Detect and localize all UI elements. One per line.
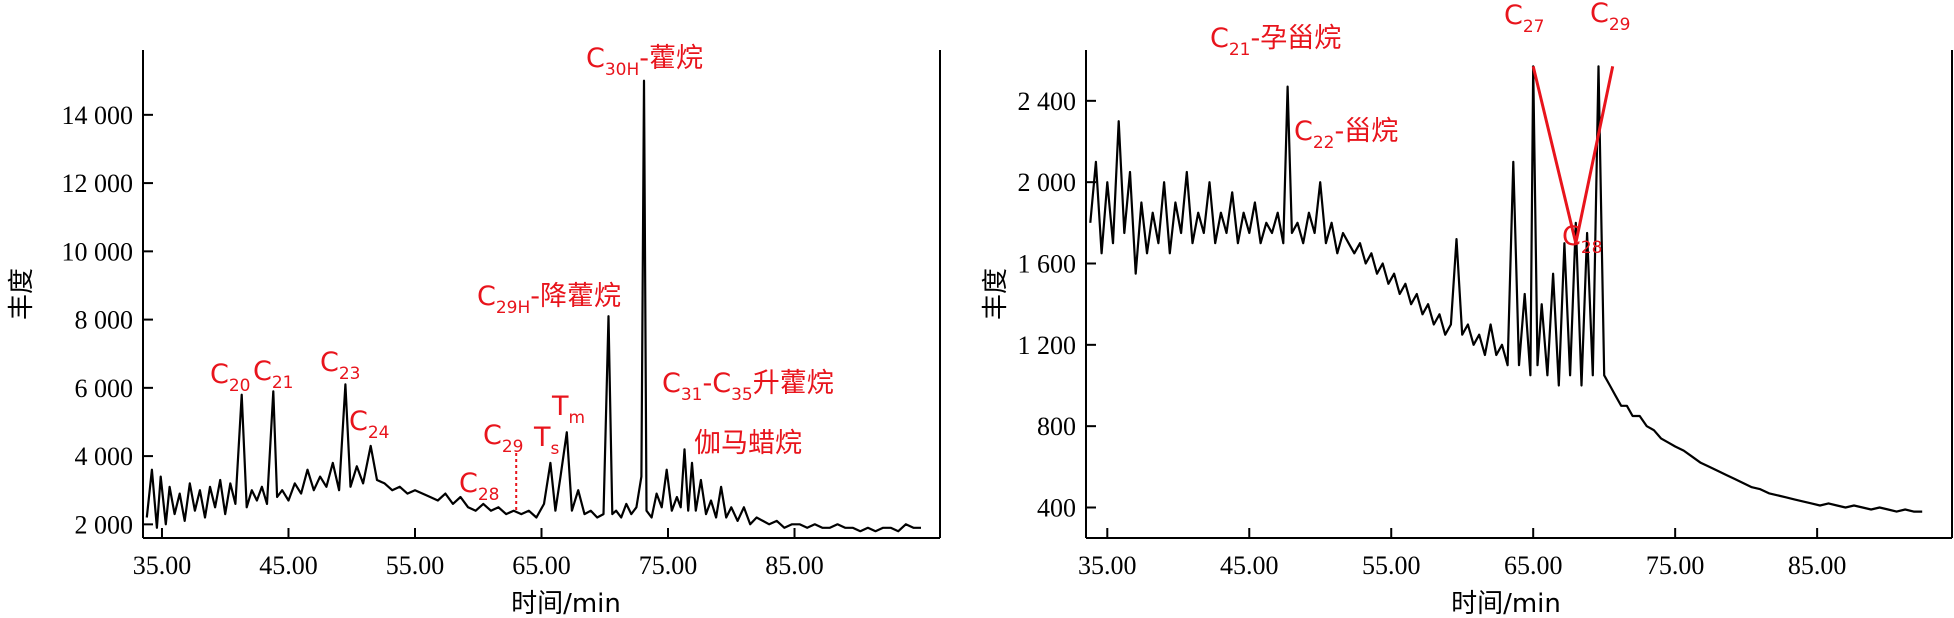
- chart-left: 2 000 4 000 6 000 8 000 10 000 12 000 14 000 3…: [7, 43, 941, 618]
- left-label-gammacerane: 伽马蜡烷: [694, 428, 802, 459]
- chart-right: 400 800 1 200 1 600 2 000 2 400 35.00 45.00 55.…: [981, 0, 1953, 618]
- left-label-c31-c35-homohopanes: C31-C35升藿烷: [662, 368, 834, 405]
- right-y-tick-label: 800: [1037, 412, 1076, 441]
- right-label-c28: C28: [1562, 221, 1603, 258]
- left-x-tick-label: 55.00: [386, 551, 445, 580]
- left-y-tick-label: 4 000: [75, 442, 134, 471]
- right-y-tick-label: 2 000: [1018, 168, 1077, 197]
- left-x-tick-label: 85.00: [765, 551, 824, 580]
- left-label-tm: Tm: [551, 391, 585, 428]
- left-y-axis-title: 丰度: [7, 268, 37, 320]
- left-label-c21: C21: [253, 356, 294, 393]
- left-series-line: [145, 79, 921, 533]
- right-label-c29: C29: [1590, 0, 1631, 35]
- left-label-ts: Ts: [533, 422, 560, 459]
- right-y-tick-label: 1 600: [1018, 250, 1077, 279]
- right-sterane-v-highlight: [1531, 65, 1615, 244]
- left-y-tick-label: 6 000: [75, 374, 134, 403]
- left-x-ticks: 35.00 45.00 55.00 65.00 75.00 85.00: [133, 528, 824, 580]
- left-y-tick-label: 14 000: [62, 101, 134, 130]
- right-y-tick-label: 1 200: [1018, 331, 1077, 360]
- right-x-tick-label: 65.00: [1504, 551, 1563, 580]
- left-x-tick-label: 75.00: [639, 551, 698, 580]
- left-x-tick-label: 65.00: [512, 551, 571, 580]
- left-y-ticks: 2 000 4 000 6 000 8 000 10 000 12 000 14 000: [62, 101, 153, 539]
- left-y-tick-label: 8 000: [75, 306, 134, 335]
- left-y-tick-label: 10 000: [62, 237, 134, 266]
- left-label-c23: C23: [320, 347, 361, 384]
- right-y-tick-label: 400: [1037, 494, 1076, 523]
- left-x-tick-label: 35.00: [133, 551, 192, 580]
- right-label-c21-pregnane: C21-孕甾烷: [1210, 23, 1341, 60]
- right-y-axis-title: 丰度: [981, 268, 1011, 320]
- right-x-tick-label: 75.00: [1646, 551, 1705, 580]
- left-y-tick-label: 12 000: [62, 169, 134, 198]
- right-label-c22-sterane: C22-甾烷: [1294, 116, 1398, 153]
- right-label-c27: C27: [1504, 0, 1545, 37]
- left-label-c28: C28: [459, 468, 500, 505]
- right-series-line: [1089, 65, 1923, 513]
- left-label-c20: C20: [210, 359, 251, 396]
- right-y-tick-label: 2 400: [1018, 87, 1077, 116]
- right-x-axis-title: 时间/min: [1451, 589, 1561, 618]
- right-x-tick-label: 85.00: [1788, 551, 1847, 580]
- left-x-axis-title: 时间/min: [511, 589, 621, 618]
- right-x-tick-label: 35.00: [1078, 551, 1137, 580]
- right-x-tick-label: 55.00: [1362, 551, 1421, 580]
- left-label-c24: C24: [349, 406, 390, 443]
- left-x-tick-label: 45.00: [259, 551, 318, 580]
- left-label-c29: C29: [483, 420, 524, 457]
- left-label-c30h-hopane: C30H-藿烷: [586, 43, 703, 80]
- left-label-c29h-norhopane: C29H-降藿烷: [477, 281, 621, 318]
- right-x-tick-label: 45.00: [1220, 551, 1279, 580]
- right-y-ticks: 400 800 1 200 1 600 2 000 2 400: [1018, 87, 1096, 523]
- left-y-tick-label: 2 000: [75, 510, 134, 539]
- right-x-ticks: 35.00 45.00 55.00 65.00 75.00 85.00: [1078, 528, 1846, 580]
